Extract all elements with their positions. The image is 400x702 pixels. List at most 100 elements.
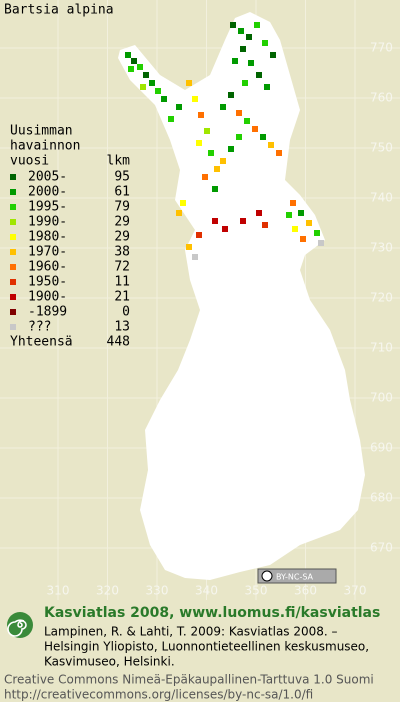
observation-square [240, 46, 246, 52]
legend-label: 1980- [28, 230, 67, 245]
legend-label: -1899 [28, 305, 67, 320]
northing-label: 720 [370, 291, 393, 305]
legend-count: 29 [114, 230, 130, 245]
observation-square [236, 134, 242, 140]
observation-square [140, 84, 146, 90]
observation-squares [125, 22, 324, 260]
northing-label: 760 [370, 91, 393, 105]
observation-square [270, 52, 276, 58]
observation-square [306, 220, 312, 226]
observation-square [176, 104, 182, 110]
observation-square [230, 22, 236, 28]
badge-icon [261, 570, 273, 582]
citation: Lampinen, R. & Lahti, T. 2009: Kasviatla… [44, 625, 338, 639]
observation-square [128, 66, 134, 72]
observation-square [260, 134, 266, 140]
logo [7, 612, 33, 638]
observation-square [196, 232, 202, 238]
legend-swatch [10, 309, 16, 315]
legend-swatch [10, 204, 16, 210]
logo-spiral [7, 619, 27, 637]
observation-square [232, 58, 238, 64]
observation-square [131, 58, 137, 64]
legend-swatch [10, 189, 16, 195]
legend-heading: Uusimman [10, 124, 73, 139]
legend-label: 1960- [28, 260, 67, 275]
observation-square [137, 64, 143, 70]
legend-count: 11 [114, 275, 130, 290]
northing-label: 700 [370, 391, 393, 405]
legend-label: 1970- [28, 245, 67, 260]
observation-square [228, 146, 234, 152]
citation: Kasvimuseo, Helsinki. [44, 655, 175, 669]
observation-square [318, 240, 324, 246]
legend-label: 2005- [28, 170, 67, 185]
legend-swatch [10, 294, 16, 300]
legend-count: 38 [114, 245, 130, 260]
observation-square [228, 92, 234, 98]
observation-square [214, 166, 220, 172]
observation-square [292, 226, 298, 232]
observation-square [204, 128, 210, 134]
total-count: 448 [107, 335, 130, 350]
observation-square [196, 140, 202, 146]
legend-count-heading: lkm [107, 154, 131, 169]
legend-swatch [10, 219, 16, 225]
observation-square [220, 104, 226, 110]
observation-square [264, 84, 270, 90]
northing-label: 740 [370, 191, 393, 205]
observation-square [286, 212, 292, 218]
legend-label: 1900- [28, 290, 67, 305]
legend-count: 61 [114, 185, 130, 200]
legend-label: 1995- [28, 200, 67, 215]
legend-swatch [10, 249, 16, 255]
observation-square [290, 200, 296, 206]
legend-label: 1990- [28, 215, 67, 230]
license: Creative Commons Nimeä-Epäkaupallinen-Ta… [4, 673, 374, 687]
observation-square [238, 28, 244, 34]
observation-square [300, 236, 306, 242]
observation-square [186, 244, 192, 250]
observation-square [180, 200, 186, 206]
legend-count: 29 [114, 215, 130, 230]
citation: Helsingin Yliopisto, Luonnontieteellinen… [44, 640, 369, 654]
observation-square [212, 186, 218, 192]
legend-count: 72 [114, 260, 130, 275]
observation-square [155, 88, 161, 94]
observation-square [125, 52, 131, 58]
observation-square [242, 80, 248, 86]
observation-square [254, 22, 260, 28]
legend: Uusimman havainnon vuosi lkm Yhteensä 44… [10, 124, 130, 350]
observation-square [192, 254, 198, 260]
observation-square [256, 210, 262, 216]
legend-heading: havainnon [10, 139, 80, 154]
brand[interactable]: Kasviatlas 2008, www.luomus.fi/kasviatla… [44, 605, 380, 621]
legend-label: ??? [28, 320, 51, 335]
observation-square [244, 118, 250, 124]
legend-label: 2000- [28, 185, 67, 200]
easting-label: 340 [195, 584, 218, 598]
northing-label: 680 [370, 491, 393, 505]
license-url[interactable]: http://creativecommons.org/licenses/by-n… [4, 688, 313, 702]
observation-square [248, 60, 254, 66]
easting-label: 320 [96, 584, 119, 598]
easting-label: 330 [146, 584, 169, 598]
observation-square [262, 40, 268, 46]
map-title: Bartsia alpina [4, 3, 114, 18]
observation-square [143, 72, 149, 78]
easting-label: 310 [47, 584, 70, 598]
legend-count: 13 [114, 320, 130, 335]
observation-square [202, 174, 208, 180]
badge-text: BY-NC-SA [276, 573, 314, 582]
legend-count: 95 [114, 170, 130, 185]
observation-square [186, 80, 192, 86]
observation-square [246, 34, 252, 40]
cc-badge[interactable]: BY-NC-SA [257, 568, 337, 584]
total-label: Yhteensä [10, 335, 73, 350]
observation-square [298, 210, 304, 216]
legend-count: 79 [114, 200, 130, 215]
legend-swatch [10, 234, 16, 240]
legend-swatch [10, 174, 16, 180]
